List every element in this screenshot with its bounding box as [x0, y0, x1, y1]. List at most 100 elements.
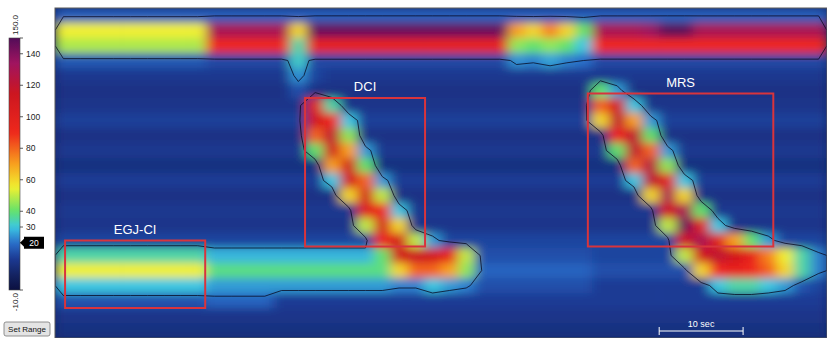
heat-cell	[340, 173, 357, 189]
heat-cell	[89, 53, 106, 69]
heat-cell	[105, 248, 122, 264]
heat-cell	[558, 323, 575, 338]
heat-cell	[374, 218, 391, 234]
heat-cell	[206, 308, 223, 324]
heat-cell	[642, 98, 659, 114]
heat-cell	[273, 263, 290, 279]
heat-cell	[575, 128, 592, 144]
heat-cell	[407, 173, 424, 189]
heat-cell	[156, 278, 173, 294]
heat-cell	[743, 68, 760, 84]
annotation-label: EGJ-CI	[114, 222, 157, 237]
heat-cell	[407, 323, 424, 338]
heat-cell	[324, 68, 341, 84]
isobar-pointer	[20, 239, 24, 247]
heat-cell	[72, 38, 89, 54]
heat-cell	[575, 173, 592, 189]
heat-cell	[743, 323, 760, 338]
heat-cell	[777, 83, 794, 99]
heat-cell	[609, 143, 626, 159]
heat-cell	[407, 248, 424, 264]
heat-cell	[374, 23, 391, 39]
heat-cell	[407, 278, 424, 294]
heat-cell	[777, 308, 794, 324]
heat-cell	[491, 83, 508, 99]
heat-cell	[89, 218, 106, 234]
heat-cell	[592, 323, 609, 338]
heat-cell	[810, 68, 827, 84]
heat-cell	[139, 173, 156, 189]
heat-cell	[424, 143, 441, 159]
scale-bar-end	[659, 327, 660, 335]
heat-cell	[307, 188, 324, 204]
heat-cell	[55, 323, 72, 338]
heat-cell	[777, 248, 794, 264]
heat-cell	[240, 188, 257, 204]
heat-cell	[558, 128, 575, 144]
heat-cell	[273, 83, 290, 99]
heat-cell	[592, 53, 609, 69]
heat-cell	[458, 323, 475, 338]
heat-cell	[340, 143, 357, 159]
heat-cell	[693, 218, 710, 234]
heat-cell	[542, 113, 559, 129]
heat-cell	[206, 173, 223, 189]
heat-cell	[156, 203, 173, 219]
scale-bar-end	[743, 327, 744, 335]
heat-cell	[374, 308, 391, 324]
heat-cell	[340, 113, 357, 129]
heat-cell	[810, 143, 827, 159]
heat-cell	[491, 113, 508, 129]
heat-cell	[642, 83, 659, 99]
heat-cell	[206, 98, 223, 114]
heat-cell	[626, 323, 643, 338]
button-label[interactable]: Set Range	[8, 325, 46, 334]
heat-cell	[525, 83, 542, 99]
heat-cell	[374, 278, 391, 294]
heat-cell	[542, 128, 559, 144]
heat-cell	[189, 188, 206, 204]
heat-cell	[407, 158, 424, 174]
heat-cell	[743, 173, 760, 189]
colorbar-tick-label: 30	[26, 222, 36, 232]
set-range-button[interactable]: Set Range	[4, 322, 50, 336]
heat-cell	[89, 323, 106, 338]
heat-cell	[290, 38, 307, 54]
heat-cell	[592, 128, 609, 144]
heat-cell	[240, 248, 257, 264]
heat-cell	[710, 218, 727, 234]
heat-cell	[626, 83, 643, 99]
heat-cell	[256, 53, 273, 69]
colorbar-tick	[20, 227, 23, 228]
heat-cell	[693, 248, 710, 264]
heat-cell	[441, 113, 458, 129]
heat-cell	[475, 278, 492, 294]
heat-cell	[693, 68, 710, 84]
heat-cell	[441, 203, 458, 219]
heat-cell	[391, 128, 408, 144]
heat-cell	[122, 128, 139, 144]
heat-cell	[55, 263, 72, 279]
heat-cell	[240, 233, 257, 249]
heat-cell	[206, 158, 223, 174]
heat-cell	[793, 293, 810, 309]
heat-cell	[592, 113, 609, 129]
heat-cell	[441, 173, 458, 189]
heat-cell	[592, 248, 609, 264]
heat-cell	[542, 8, 559, 24]
heat-cell	[391, 248, 408, 264]
heat-cell	[407, 23, 424, 39]
heat-cell	[189, 113, 206, 129]
heat-cell	[726, 143, 743, 159]
heat-cell	[407, 113, 424, 129]
heat-cell	[525, 113, 542, 129]
heat-cell	[206, 128, 223, 144]
heat-cell	[458, 83, 475, 99]
heat-cell	[357, 23, 374, 39]
heat-cell	[424, 218, 441, 234]
heat-cell	[542, 308, 559, 324]
heat-cell	[609, 38, 626, 54]
heat-cell	[156, 143, 173, 159]
button-face[interactable]	[4, 322, 50, 336]
heat-cell	[206, 293, 223, 309]
